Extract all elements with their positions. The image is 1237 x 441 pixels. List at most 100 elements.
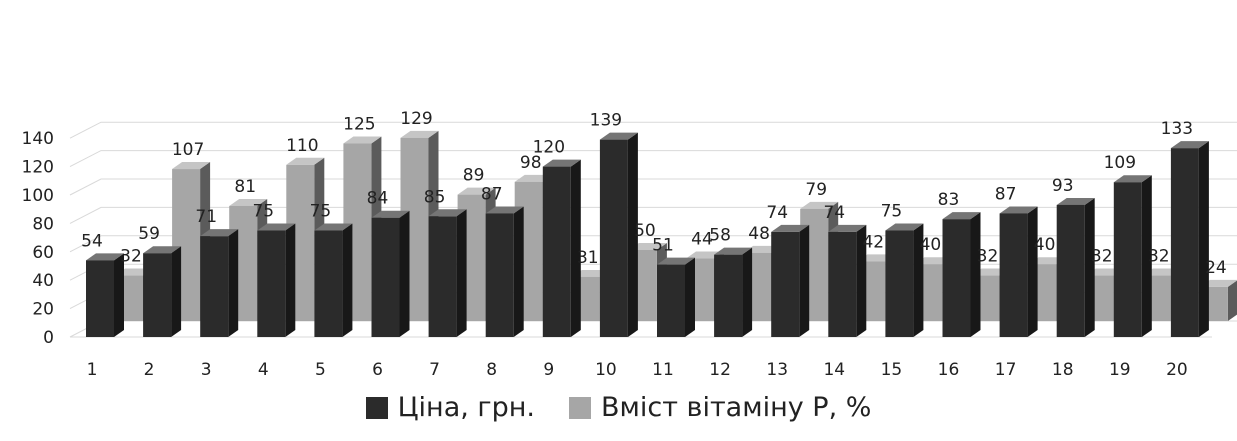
x-tick-label: 14: [823, 360, 845, 380]
data-label: 40: [920, 235, 942, 255]
x-tick-label: 19: [1109, 360, 1131, 380]
data-label: 32: [1148, 247, 1170, 267]
data-label: 74: [823, 203, 845, 223]
x-tick-label: 9: [543, 360, 554, 380]
data-label: 87: [481, 184, 503, 204]
legend-label: Ціна, грн.: [397, 392, 535, 423]
gridline: [69, 206, 1237, 224]
x-tick-label: 1: [87, 360, 98, 380]
bar-price: [371, 210, 410, 337]
data-label: 133: [1161, 119, 1193, 139]
data-label: 50: [634, 221, 656, 241]
bar-price: [657, 257, 695, 337]
bar-price: [1113, 175, 1152, 337]
y-tick-label: 60: [32, 243, 54, 263]
data-label: 83: [938, 190, 960, 210]
data-label: 58: [709, 226, 731, 246]
bar-price: [999, 206, 1038, 337]
data-label: 93: [1052, 176, 1074, 196]
data-label: 44: [691, 230, 713, 250]
legend-item: Вміст вітаміну Р, %: [568, 392, 872, 423]
data-label: 89: [463, 166, 485, 186]
y-tick-label: 20: [32, 300, 54, 320]
y-tick-label: 140: [22, 129, 54, 149]
x-tick-label: 7: [429, 360, 440, 380]
x-tick-label: 13: [766, 360, 788, 380]
data-label: 125: [343, 115, 375, 135]
bar-price: [485, 206, 524, 337]
x-tick-label: 11: [652, 360, 674, 380]
data-label: 54: [81, 231, 103, 251]
x-tick-label: 4: [258, 360, 269, 380]
bar-price: [428, 209, 467, 337]
data-label: 139: [590, 111, 622, 131]
bar-vitamin: [400, 130, 439, 321]
x-tick-label: 15: [881, 360, 903, 380]
data-label: 32: [120, 247, 142, 267]
bar-price: [542, 159, 581, 337]
x-tick-label: 20: [1166, 360, 1188, 380]
x-tick-label: 10: [595, 360, 617, 380]
y-tick-label: 40: [32, 271, 54, 291]
bar-price: [86, 253, 124, 337]
bar-price: [885, 223, 924, 337]
data-label: 75: [252, 202, 274, 222]
x-tick-label: 8: [486, 360, 497, 380]
legend-swatch: [365, 396, 388, 419]
data-label: 129: [400, 109, 432, 129]
y-tick-label: 80: [32, 214, 54, 234]
y-tick-label: 100: [22, 186, 54, 206]
bar-price: [257, 223, 296, 337]
bar-price: [828, 224, 867, 337]
bar-price: [314, 223, 353, 337]
data-label: 71: [195, 207, 217, 227]
legend-swatch: [568, 396, 591, 419]
x-tick-label: 6: [372, 360, 383, 380]
y-tick-label: 0: [43, 328, 54, 348]
legend-item: Ціна, грн.: [365, 392, 535, 423]
x-tick-label: 2: [144, 360, 155, 380]
data-label: 32: [1091, 247, 1113, 267]
data-label: 85: [424, 187, 446, 207]
data-label: 87: [995, 184, 1017, 204]
gridline: [69, 150, 1237, 168]
x-tick-label: 3: [201, 360, 212, 380]
data-label: 81: [234, 177, 256, 197]
data-label: 59: [138, 224, 160, 244]
data-label: 51: [652, 236, 674, 256]
bar-price: [599, 132, 638, 337]
x-tick-label: 12: [709, 360, 731, 380]
data-label: 84: [367, 189, 389, 209]
bar-price: [1170, 141, 1209, 337]
data-label: 98: [520, 153, 542, 173]
gridline: [69, 178, 1237, 196]
data-label: 110: [286, 136, 318, 156]
bar-price: [714, 247, 753, 337]
data-label: 42: [862, 232, 884, 252]
data-label: 120: [533, 138, 565, 158]
y-tick-label: 120: [22, 158, 54, 178]
data-label: 75: [881, 202, 903, 222]
data-label: 40: [1034, 235, 1056, 255]
data-label: 74: [766, 203, 788, 223]
data-label: 32: [977, 247, 999, 267]
bar-price: [200, 229, 239, 337]
data-label: 24: [1205, 258, 1227, 278]
x-tick-label: 17: [995, 360, 1017, 380]
bar-price: [143, 246, 182, 337]
chart-legend: Ціна, грн. Вміст вітаміну Р, %: [0, 392, 1237, 423]
data-label: 107: [172, 140, 204, 160]
data-label: 109: [1104, 153, 1136, 173]
bar-price: [942, 212, 981, 337]
data-label: 31: [577, 248, 599, 268]
gridline: [69, 121, 1237, 139]
bar-price: [1056, 197, 1095, 337]
data-label: 79: [805, 180, 827, 200]
x-tick-label: 5: [315, 360, 326, 380]
bar-price: [771, 224, 810, 337]
x-tick-label: 16: [938, 360, 960, 380]
x-tick-label: 18: [1052, 360, 1074, 380]
legend-label: Вміст вітаміну Р, %: [600, 392, 872, 423]
